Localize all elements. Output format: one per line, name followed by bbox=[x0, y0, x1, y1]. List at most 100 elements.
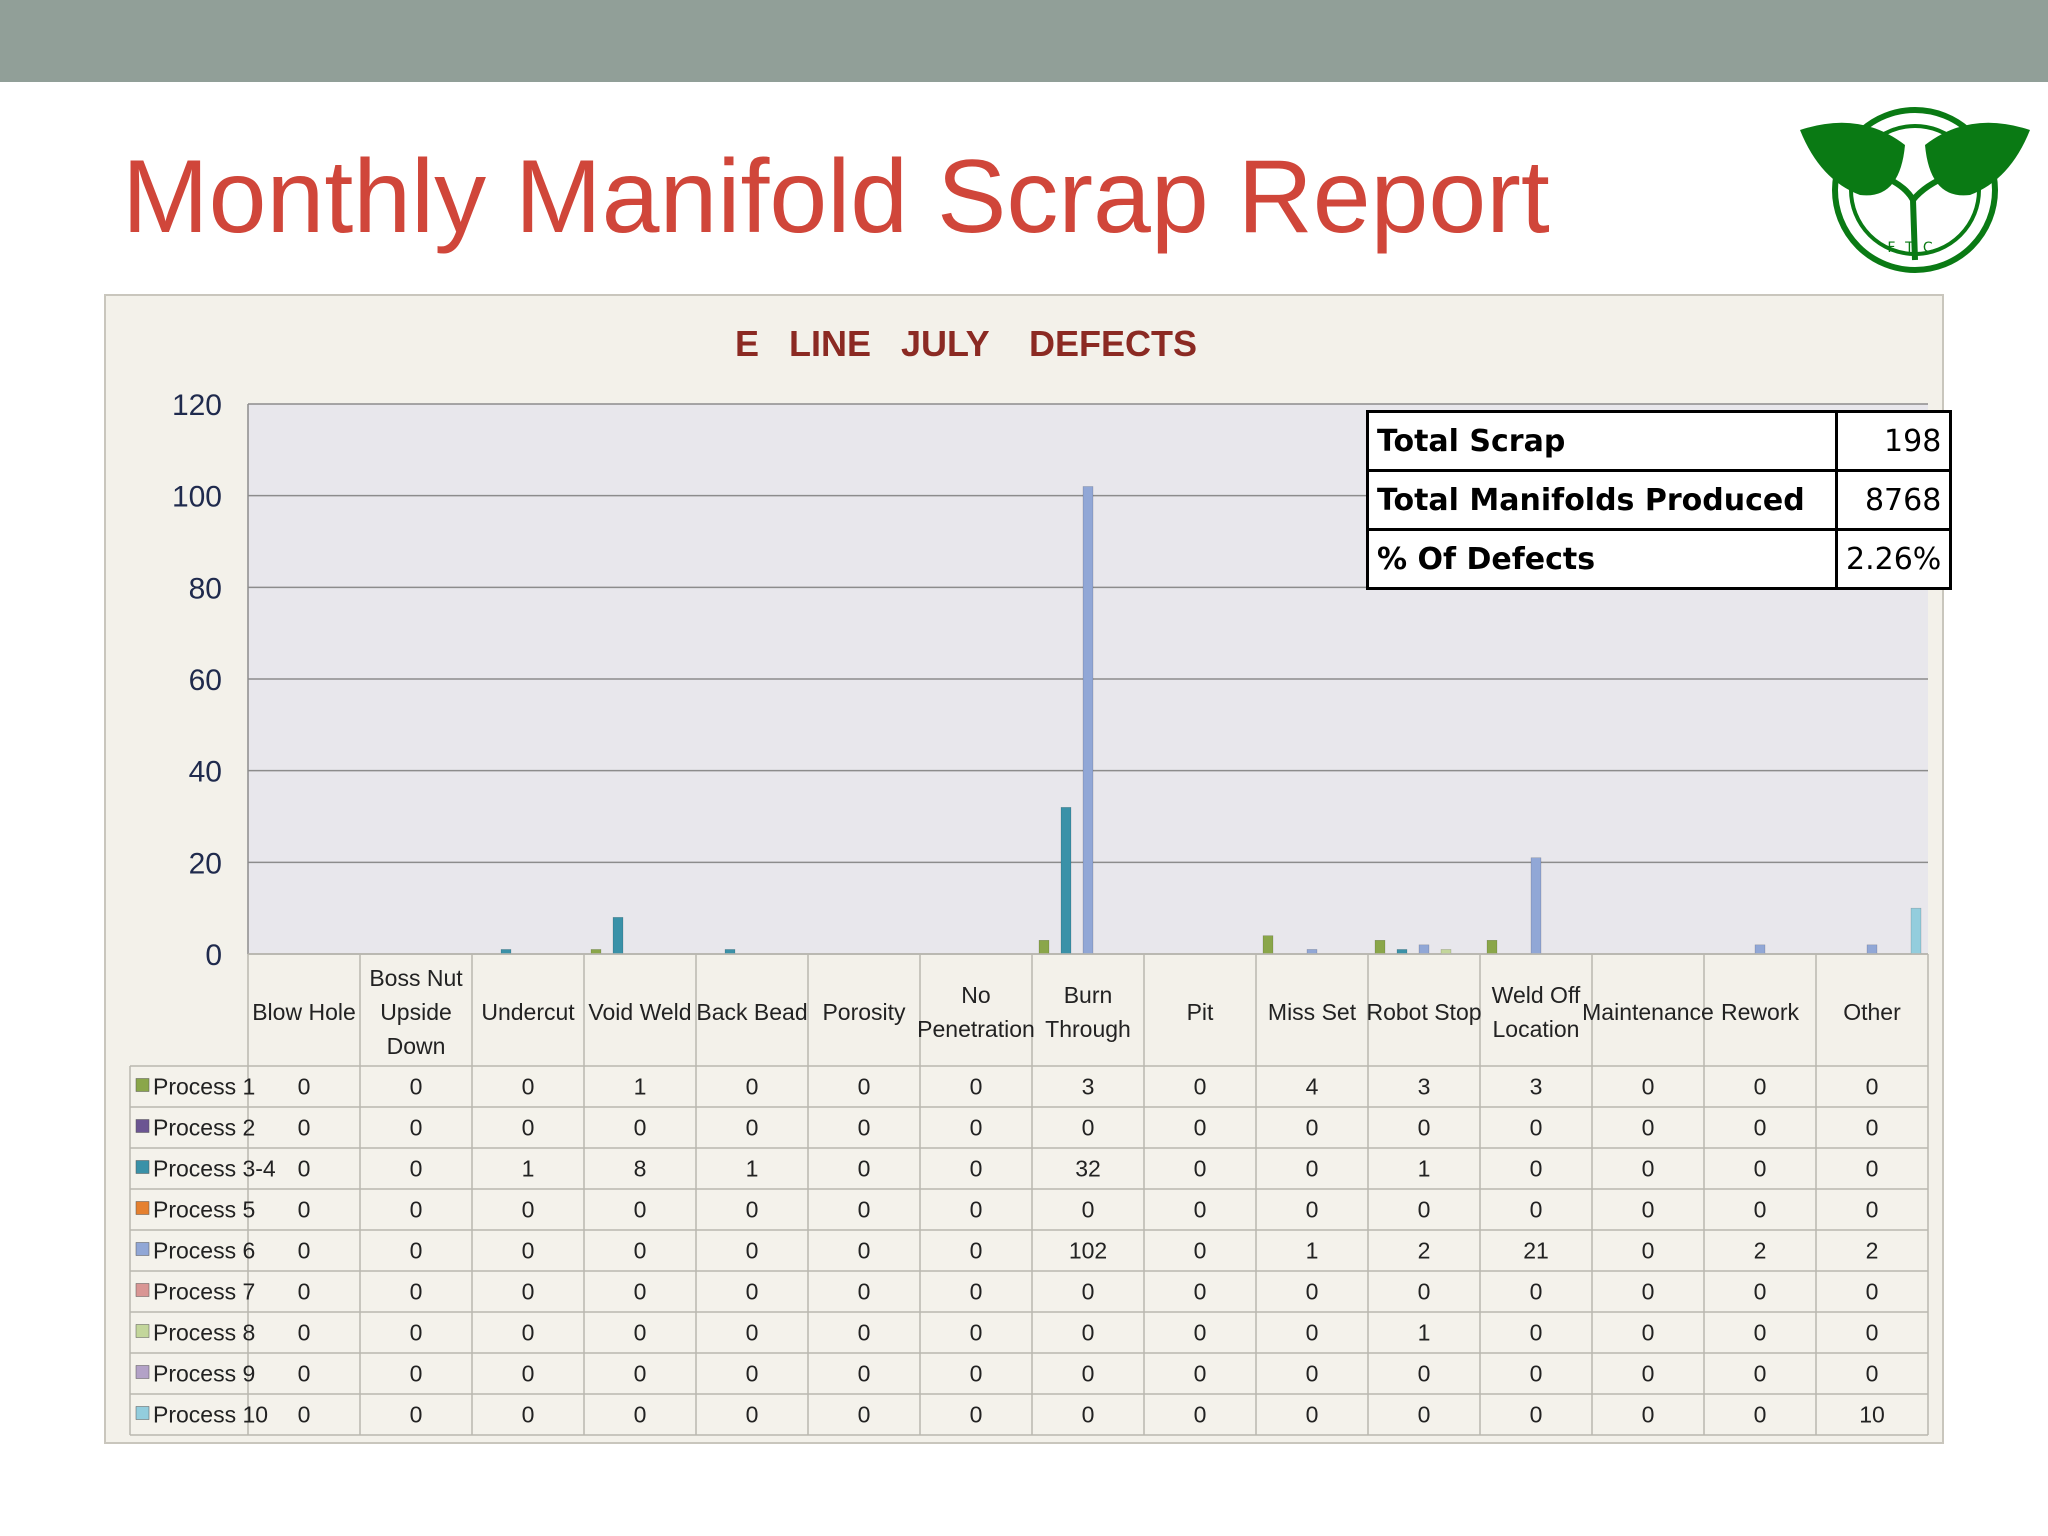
data-label: 0 bbox=[634, 1197, 647, 1223]
legend-swatch bbox=[135, 1119, 150, 1133]
category-label: Miss Set bbox=[1268, 999, 1357, 1025]
data-label: 0 bbox=[1754, 1361, 1767, 1387]
data-label: 0 bbox=[1530, 1156, 1543, 1182]
data-label: 0 bbox=[298, 1279, 311, 1305]
category-label: Pit bbox=[1187, 999, 1214, 1025]
data-label: 10 bbox=[1859, 1402, 1885, 1428]
category-label: Location bbox=[1493, 1016, 1580, 1042]
data-label: 0 bbox=[410, 1320, 423, 1346]
data-label: 0 bbox=[410, 1238, 423, 1264]
data-label: 0 bbox=[746, 1279, 759, 1305]
bar bbox=[1418, 944, 1430, 955]
data-label: 0 bbox=[1082, 1361, 1095, 1387]
data-label: 0 bbox=[298, 1320, 311, 1346]
data-label: 0 bbox=[858, 1115, 871, 1141]
data-label: 0 bbox=[970, 1238, 983, 1264]
summary-box: Total Scrap 198 Total Manifolds Produced… bbox=[1366, 410, 1953, 590]
data-label: 0 bbox=[1530, 1197, 1543, 1223]
legend-series-name: Process 8 bbox=[153, 1320, 255, 1346]
summary-row-total-manifolds: Total Manifolds Produced 8768 bbox=[1366, 469, 1953, 531]
data-label: 0 bbox=[1306, 1279, 1319, 1305]
logo-leaf-left bbox=[1800, 122, 1905, 196]
chart-title: E LINE JULY DEFECTS bbox=[735, 323, 1197, 364]
data-label: 0 bbox=[746, 1320, 759, 1346]
data-label: 0 bbox=[522, 1361, 535, 1387]
data-label: 0 bbox=[1642, 1279, 1655, 1305]
bar bbox=[1866, 944, 1878, 955]
data-label: 0 bbox=[1754, 1074, 1767, 1100]
data-label: 0 bbox=[1530, 1361, 1543, 1387]
data-label: 0 bbox=[1194, 1115, 1207, 1141]
data-label: 0 bbox=[1194, 1361, 1207, 1387]
data-label: 0 bbox=[1866, 1361, 1879, 1387]
legend-swatch bbox=[135, 1201, 150, 1215]
data-label: 0 bbox=[746, 1238, 759, 1264]
data-label: 0 bbox=[1194, 1402, 1207, 1428]
legend-swatch bbox=[135, 1324, 150, 1338]
data-label: 0 bbox=[1866, 1156, 1879, 1182]
data-label: 0 bbox=[298, 1156, 311, 1182]
data-label: 0 bbox=[1866, 1197, 1879, 1223]
data-label: 0 bbox=[634, 1238, 647, 1264]
bar bbox=[612, 917, 624, 955]
data-label: 0 bbox=[1754, 1115, 1767, 1141]
category-label: Through bbox=[1045, 1016, 1131, 1042]
legend-series-name: Process 5 bbox=[153, 1197, 255, 1223]
data-label: 0 bbox=[858, 1156, 871, 1182]
category-label: Back Bead bbox=[696, 999, 807, 1025]
y-tick-label: 20 bbox=[189, 847, 222, 880]
category-label: Penetration bbox=[917, 1016, 1035, 1042]
data-label: 0 bbox=[1194, 1156, 1207, 1182]
y-tick-label: 0 bbox=[205, 939, 222, 972]
data-label: 0 bbox=[1418, 1197, 1431, 1223]
data-label: 0 bbox=[1194, 1238, 1207, 1264]
data-label: 32 bbox=[1075, 1156, 1101, 1182]
data-label: 0 bbox=[858, 1074, 871, 1100]
data-label: 0 bbox=[298, 1074, 311, 1100]
data-label: 0 bbox=[970, 1156, 983, 1182]
bar bbox=[1374, 940, 1386, 955]
legend-swatch bbox=[135, 1283, 150, 1297]
legend-series-name: Process 6 bbox=[153, 1238, 255, 1264]
data-label: 0 bbox=[1418, 1402, 1431, 1428]
data-label: 0 bbox=[1306, 1402, 1319, 1428]
data-label: 0 bbox=[1642, 1074, 1655, 1100]
legend-series-name: Process 2 bbox=[153, 1115, 255, 1141]
y-tick-label: 100 bbox=[172, 481, 222, 514]
category-label: No bbox=[961, 982, 990, 1008]
data-label: 1 bbox=[1418, 1156, 1431, 1182]
bar bbox=[1082, 486, 1094, 955]
data-label: 0 bbox=[1642, 1238, 1655, 1264]
bar bbox=[1910, 907, 1922, 955]
data-label: 0 bbox=[1418, 1279, 1431, 1305]
data-label: 0 bbox=[1642, 1361, 1655, 1387]
data-label: 3 bbox=[1418, 1074, 1431, 1100]
data-label: 0 bbox=[746, 1402, 759, 1428]
data-label: 0 bbox=[970, 1074, 983, 1100]
data-table-background bbox=[130, 1066, 1928, 1435]
data-label: 0 bbox=[1754, 1320, 1767, 1346]
legend-swatch bbox=[135, 1365, 150, 1379]
data-label: 1 bbox=[634, 1074, 647, 1100]
data-label: 0 bbox=[1306, 1361, 1319, 1387]
data-label: 0 bbox=[298, 1402, 311, 1428]
bar bbox=[1060, 807, 1072, 955]
category-label: Maintenance bbox=[1582, 999, 1714, 1025]
data-label: 0 bbox=[1082, 1320, 1095, 1346]
data-label: 0 bbox=[1082, 1279, 1095, 1305]
legend-series-name: Process 1 bbox=[153, 1074, 255, 1100]
data-label: 0 bbox=[1754, 1197, 1767, 1223]
data-label: 3 bbox=[1530, 1074, 1543, 1100]
summary-row-total-scrap: Total Scrap 198 bbox=[1366, 410, 1953, 472]
category-label: Upside bbox=[380, 999, 452, 1025]
data-label: 0 bbox=[522, 1115, 535, 1141]
data-label: 0 bbox=[858, 1279, 871, 1305]
data-label: 0 bbox=[298, 1115, 311, 1141]
data-label: 0 bbox=[1306, 1115, 1319, 1141]
data-label: 0 bbox=[1754, 1279, 1767, 1305]
data-label: 0 bbox=[1306, 1197, 1319, 1223]
data-label: 1 bbox=[1306, 1238, 1319, 1264]
data-label: 0 bbox=[1306, 1320, 1319, 1346]
data-label: 0 bbox=[1194, 1074, 1207, 1100]
